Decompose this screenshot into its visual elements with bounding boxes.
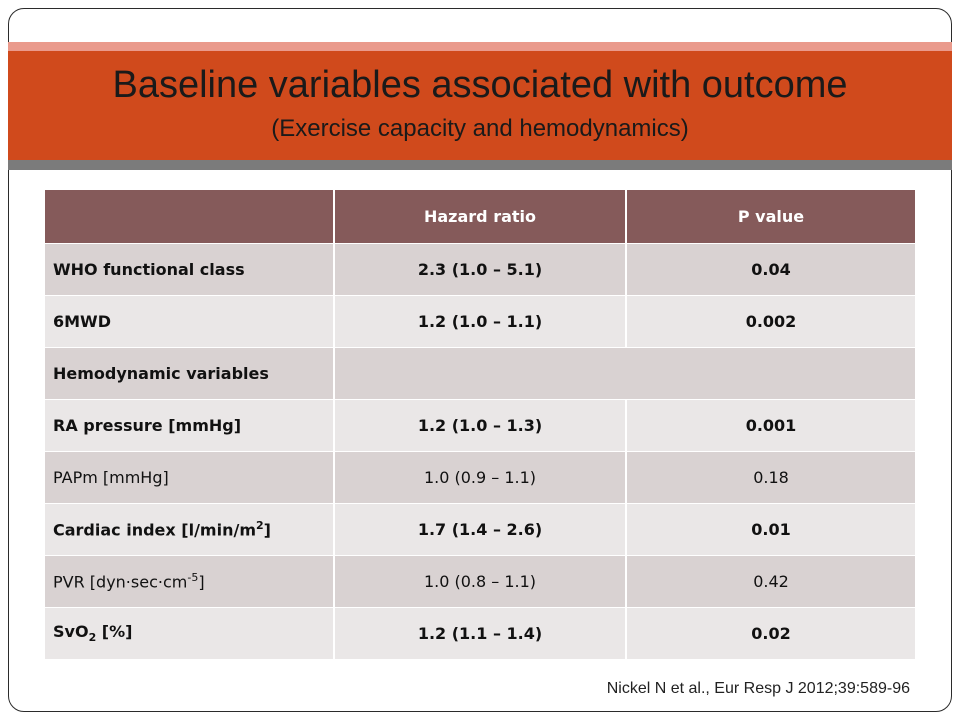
- table-row-section: Hemodynamic variables: [45, 347, 915, 400]
- title-band-shadow: [8, 160, 952, 170]
- row-label: PAPm [mmHg]: [45, 451, 335, 504]
- results-table: Hazard ratio P value WHO functional clas…: [45, 190, 915, 659]
- citation: Nickel N et al., Eur Resp J 2012;39:589-…: [606, 680, 910, 697]
- row-label-text: PVR [dyn·sec·cm: [53, 572, 188, 592]
- row-label: RA pressure [mmHg]: [45, 399, 335, 452]
- row-label-text: Cardiac index [l/min/m: [53, 520, 256, 540]
- header-variable: [45, 190, 335, 244]
- header-hazard-ratio: Hazard ratio: [334, 190, 627, 244]
- row-label-tail: ]: [198, 572, 205, 592]
- row-empty-span: [334, 347, 915, 400]
- row-hazard-ratio: 1.7 (1.4 – 2.6): [334, 503, 627, 556]
- row-hazard-ratio: 2.3 (1.0 – 5.1): [334, 243, 627, 296]
- row-label: WHO functional class: [45, 243, 335, 296]
- header-p-value: P value: [626, 190, 915, 244]
- row-label: Hemodynamic variables: [45, 347, 335, 400]
- table-header-row: Hazard ratio P value: [45, 190, 915, 244]
- row-p-value: 0.002: [626, 295, 915, 348]
- row-hazard-ratio: 1.2 (1.0 – 1.3): [334, 399, 627, 452]
- slide-subtitle: (Exercise capacity and hemodynamics): [271, 115, 689, 142]
- row-label-text: SvO: [53, 622, 89, 642]
- slide-title: Baseline variables associated with outco…: [112, 64, 848, 106]
- table-row: 6MWD 1.2 (1.0 – 1.1) 0.002: [45, 295, 915, 348]
- row-label: PVR [dyn·sec·cm-5]: [45, 555, 335, 608]
- row-p-value: 0.04: [626, 243, 915, 296]
- row-label: Cardiac index [l/min/m2]: [45, 503, 335, 556]
- row-label-tail: ]: [263, 520, 271, 540]
- row-label-subscript: 2: [88, 631, 97, 645]
- row-label: 6MWD: [45, 295, 335, 348]
- row-p-value: 0.01: [626, 503, 915, 556]
- table-row: PVR [dyn·sec·cm-5] 1.0 (0.8 – 1.1) 0.42: [45, 555, 915, 608]
- table-row: SvO2 [%] 1.2 (1.1 – 1.4) 0.02: [45, 607, 915, 659]
- row-label: SvO2 [%]: [45, 607, 335, 659]
- row-p-value: 0.42: [626, 555, 915, 608]
- table-row: RA pressure [mmHg] 1.2 (1.0 – 1.3) 0.001: [45, 399, 915, 452]
- row-hazard-ratio: 1.2 (1.1 – 1.4): [334, 607, 627, 659]
- title-band: [8, 51, 952, 160]
- row-label-superscript: 2: [256, 519, 264, 533]
- row-label-tail: [%]: [96, 622, 133, 642]
- row-label-superscript: -5: [187, 571, 199, 585]
- title-band-accent: [8, 42, 952, 51]
- row-p-value: 0.001: [626, 399, 915, 452]
- table-row: WHO functional class 2.3 (1.0 – 5.1) 0.0…: [45, 243, 915, 296]
- row-p-value: 0.02: [626, 607, 915, 659]
- row-hazard-ratio: 1.0 (0.9 – 1.1): [334, 451, 627, 504]
- row-hazard-ratio: 1.2 (1.0 – 1.1): [334, 295, 627, 348]
- row-p-value: 0.18: [626, 451, 915, 504]
- table-row: Cardiac index [l/min/m2] 1.7 (1.4 – 2.6)…: [45, 503, 915, 556]
- row-hazard-ratio: 1.0 (0.8 – 1.1): [334, 555, 627, 608]
- table-row: PAPm [mmHg] 1.0 (0.9 – 1.1) 0.18: [45, 451, 915, 504]
